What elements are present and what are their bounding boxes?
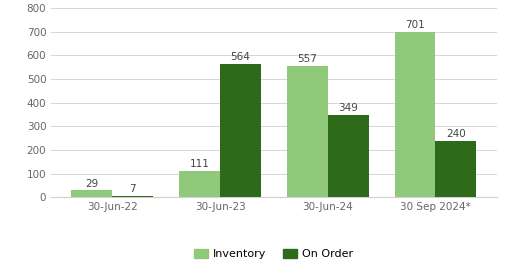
Bar xyxy=(179,171,220,197)
Bar xyxy=(287,66,328,197)
Text: 557: 557 xyxy=(297,54,317,64)
Bar xyxy=(72,190,112,197)
Text: 7: 7 xyxy=(130,184,136,194)
Text: 29: 29 xyxy=(86,179,98,189)
Text: 564: 564 xyxy=(230,52,250,62)
Bar xyxy=(328,115,369,197)
Bar xyxy=(395,32,436,197)
Text: 111: 111 xyxy=(189,159,209,169)
Text: 240: 240 xyxy=(446,129,466,139)
Legend: Inventory, On Order: Inventory, On Order xyxy=(190,244,358,264)
Text: 349: 349 xyxy=(338,103,358,113)
Text: 701: 701 xyxy=(405,20,425,30)
Bar xyxy=(112,196,153,197)
Bar xyxy=(220,64,261,197)
Bar xyxy=(436,141,476,197)
